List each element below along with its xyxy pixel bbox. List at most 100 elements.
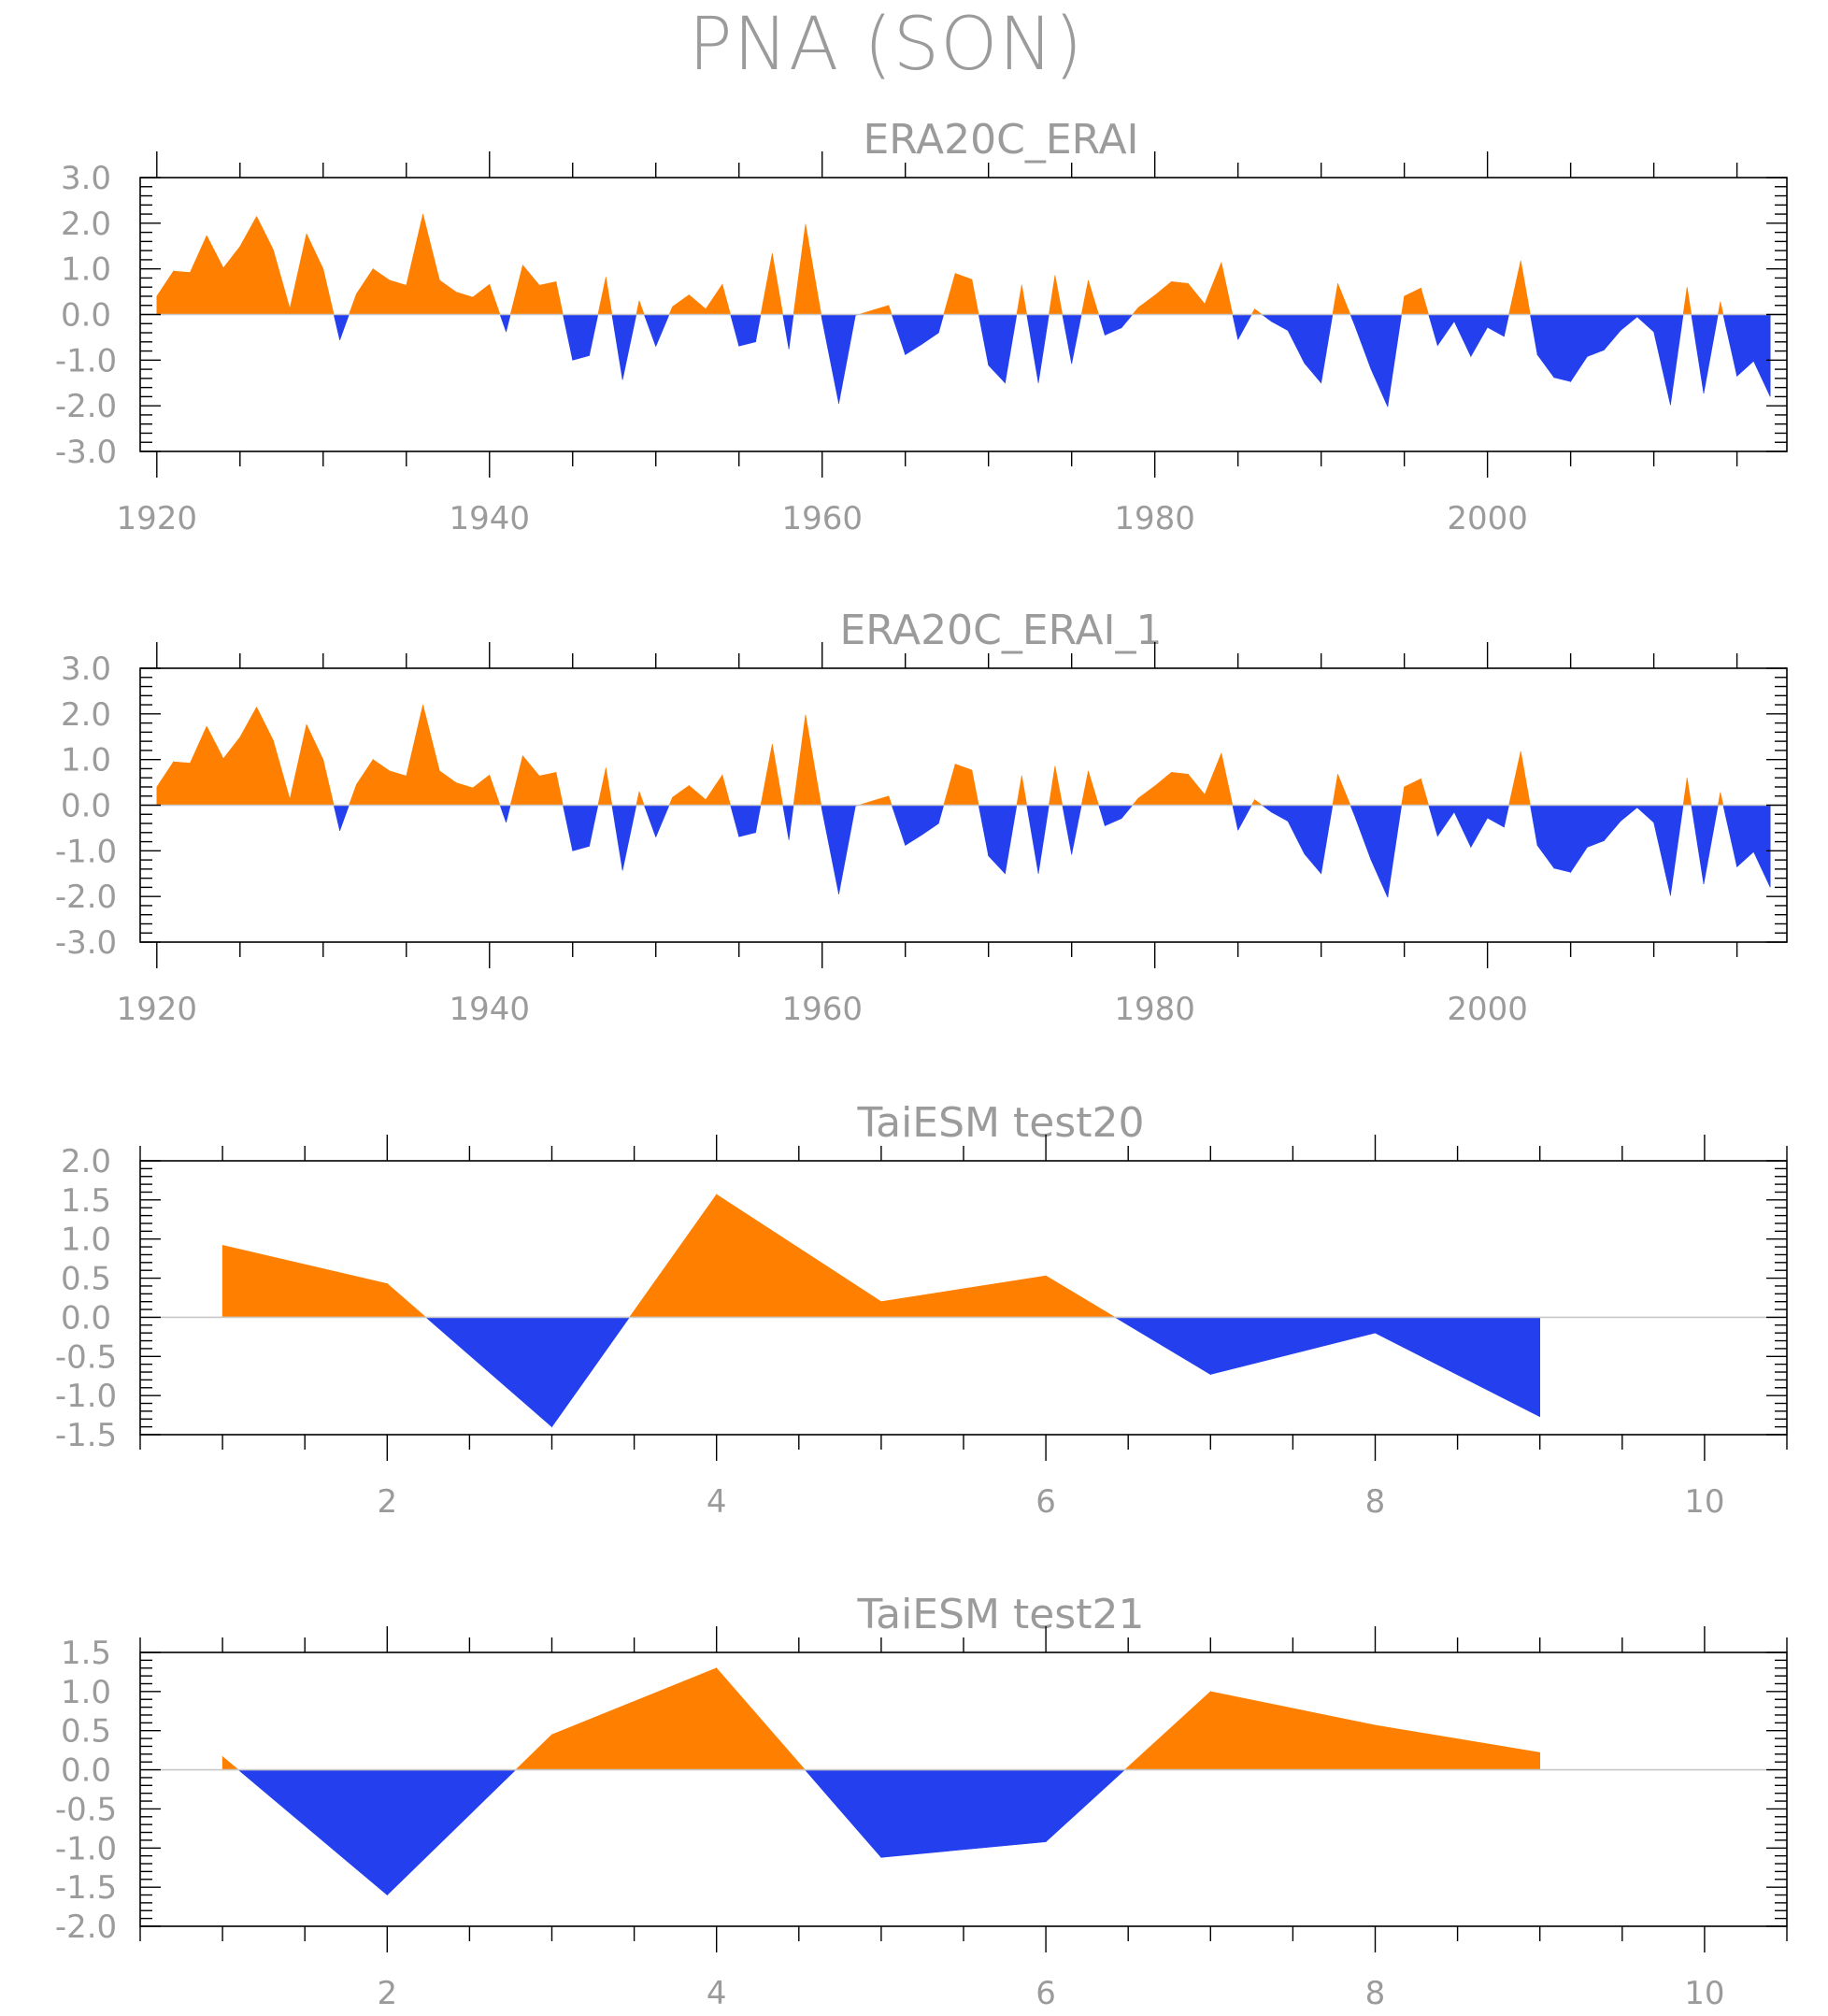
positive-area-segment — [1088, 279, 1100, 315]
negative-area-segment — [1620, 805, 1638, 822]
x-tick-label: 10 — [1684, 1975, 1724, 2012]
positive-area-segment — [289, 724, 307, 806]
positive-area-segment — [349, 784, 357, 806]
positive-area-segment — [880, 1275, 1047, 1318]
negative-area-segment — [1570, 314, 1588, 383]
positive-area-segment — [1720, 301, 1724, 315]
positive-area-segment — [1137, 785, 1155, 806]
positive-area-segment — [256, 216, 274, 315]
negative-area-segment — [611, 314, 623, 380]
positive-area-segment — [1682, 287, 1688, 315]
positive-area-segment — [871, 795, 890, 806]
positive-area-segment — [871, 305, 890, 315]
positive-area-segment — [1049, 275, 1056, 315]
x-tick-label: 2000 — [1447, 500, 1528, 537]
positive-area-segment — [888, 305, 893, 315]
y-tick-label: -0.5 — [55, 1791, 117, 1828]
positive-area-segment — [1401, 786, 1405, 806]
positive-area-segment — [1088, 770, 1100, 806]
negative-area-segment — [1304, 805, 1321, 875]
positive-area-segment — [760, 744, 773, 806]
y-tick-label: 1.0 — [61, 251, 111, 289]
positive-area-segment — [222, 245, 241, 315]
y-tick-label: -2.0 — [55, 388, 117, 425]
positive-area-segment — [1171, 772, 1189, 806]
positive-area-segment — [971, 279, 979, 315]
negative-area-segment — [1603, 314, 1621, 351]
positive-area-segment — [156, 761, 174, 806]
negative-area-segment — [1536, 314, 1555, 379]
y-tick-label: -1.0 — [55, 342, 117, 379]
positive-area-segment — [606, 277, 613, 315]
positive-area-segment — [606, 767, 613, 806]
positive-area-segment — [793, 714, 807, 806]
negative-area-segment — [1570, 805, 1588, 874]
negative-area-segment — [905, 805, 922, 847]
positive-area-segment — [1250, 799, 1255, 806]
negative-area-segment — [738, 805, 756, 837]
y-tick-label: 1.0 — [61, 1674, 111, 1711]
x-tick-label: 2 — [377, 1483, 397, 1521]
positive-area-segment — [668, 307, 673, 315]
positive-area-segment — [971, 769, 979, 806]
negative-area-segment — [572, 805, 590, 851]
negative-area-segment — [1453, 314, 1472, 357]
negative-area-segment — [589, 805, 599, 847]
negative-area-segment — [838, 805, 856, 894]
positive-area-segment — [1508, 260, 1521, 315]
panel-title: TaiESM test20 — [857, 1099, 1145, 1147]
negative-area-segment — [1114, 1317, 1211, 1376]
negative-area-segment — [1487, 314, 1505, 337]
x-tick-label: 2000 — [1447, 991, 1528, 1028]
positive-area-segment — [1171, 281, 1189, 315]
positive-area-segment — [689, 784, 707, 806]
positive-area-segment — [1720, 792, 1724, 806]
negative-area-segment — [1353, 805, 1372, 861]
positive-area-segment — [772, 744, 784, 806]
positive-area-segment — [1016, 284, 1022, 315]
y-tick-label: 0.0 — [61, 297, 111, 335]
positive-area-segment — [221, 1245, 388, 1318]
y-tick-label: 2.0 — [61, 1143, 111, 1180]
negative-area-segment — [386, 1769, 517, 1896]
negative-area-segment — [891, 805, 907, 846]
positive-area-segment — [638, 300, 645, 315]
positive-area-segment — [597, 277, 607, 315]
negative-area-segment — [1387, 805, 1403, 898]
negative-area-segment — [1071, 314, 1082, 365]
x-tick-label: 8 — [1365, 1483, 1386, 1521]
positive-area-segment — [1045, 1275, 1117, 1318]
negative-area-segment — [755, 805, 762, 833]
positive-area-segment — [222, 736, 241, 806]
positive-area-segment — [672, 784, 690, 806]
positive-area-segment — [954, 764, 973, 806]
positive-area-segment — [439, 279, 457, 315]
negative-area-segment — [1504, 805, 1509, 828]
negative-area-segment — [730, 805, 740, 837]
positive-area-segment — [721, 284, 732, 315]
negative-area-segment — [821, 805, 839, 894]
negative-area-segment — [1587, 314, 1605, 357]
negative-area-segment — [1436, 314, 1455, 347]
positive-area-segment — [943, 273, 956, 315]
positive-area-segment — [888, 795, 893, 806]
positive-area-segment — [322, 268, 335, 315]
positive-area-segment — [306, 723, 324, 806]
negative-area-segment — [333, 314, 340, 340]
positive-area-segment — [1404, 778, 1421, 806]
negative-area-segment — [563, 314, 574, 361]
negative-area-segment — [788, 805, 794, 840]
negative-area-segment — [978, 314, 989, 365]
x-tick-label: 6 — [1035, 1975, 1056, 2012]
positive-area-segment — [1016, 775, 1022, 806]
negative-area-segment — [804, 1769, 882, 1859]
positive-area-segment — [1210, 1691, 1376, 1770]
y-tick-label: 0.0 — [61, 1752, 111, 1790]
negative-area-segment — [937, 314, 945, 334]
chart-panel-1: ERA20C_ERAI -3.0 -2.0 -1.0 0.0 1.0 2.0 3.0 1920 1… — [55, 116, 1788, 537]
negative-area-segment — [1387, 314, 1403, 407]
negative-area-segment — [1121, 805, 1134, 820]
x-tick-label: 2 — [377, 1975, 397, 2012]
negative-area-segment — [1375, 1317, 1540, 1418]
